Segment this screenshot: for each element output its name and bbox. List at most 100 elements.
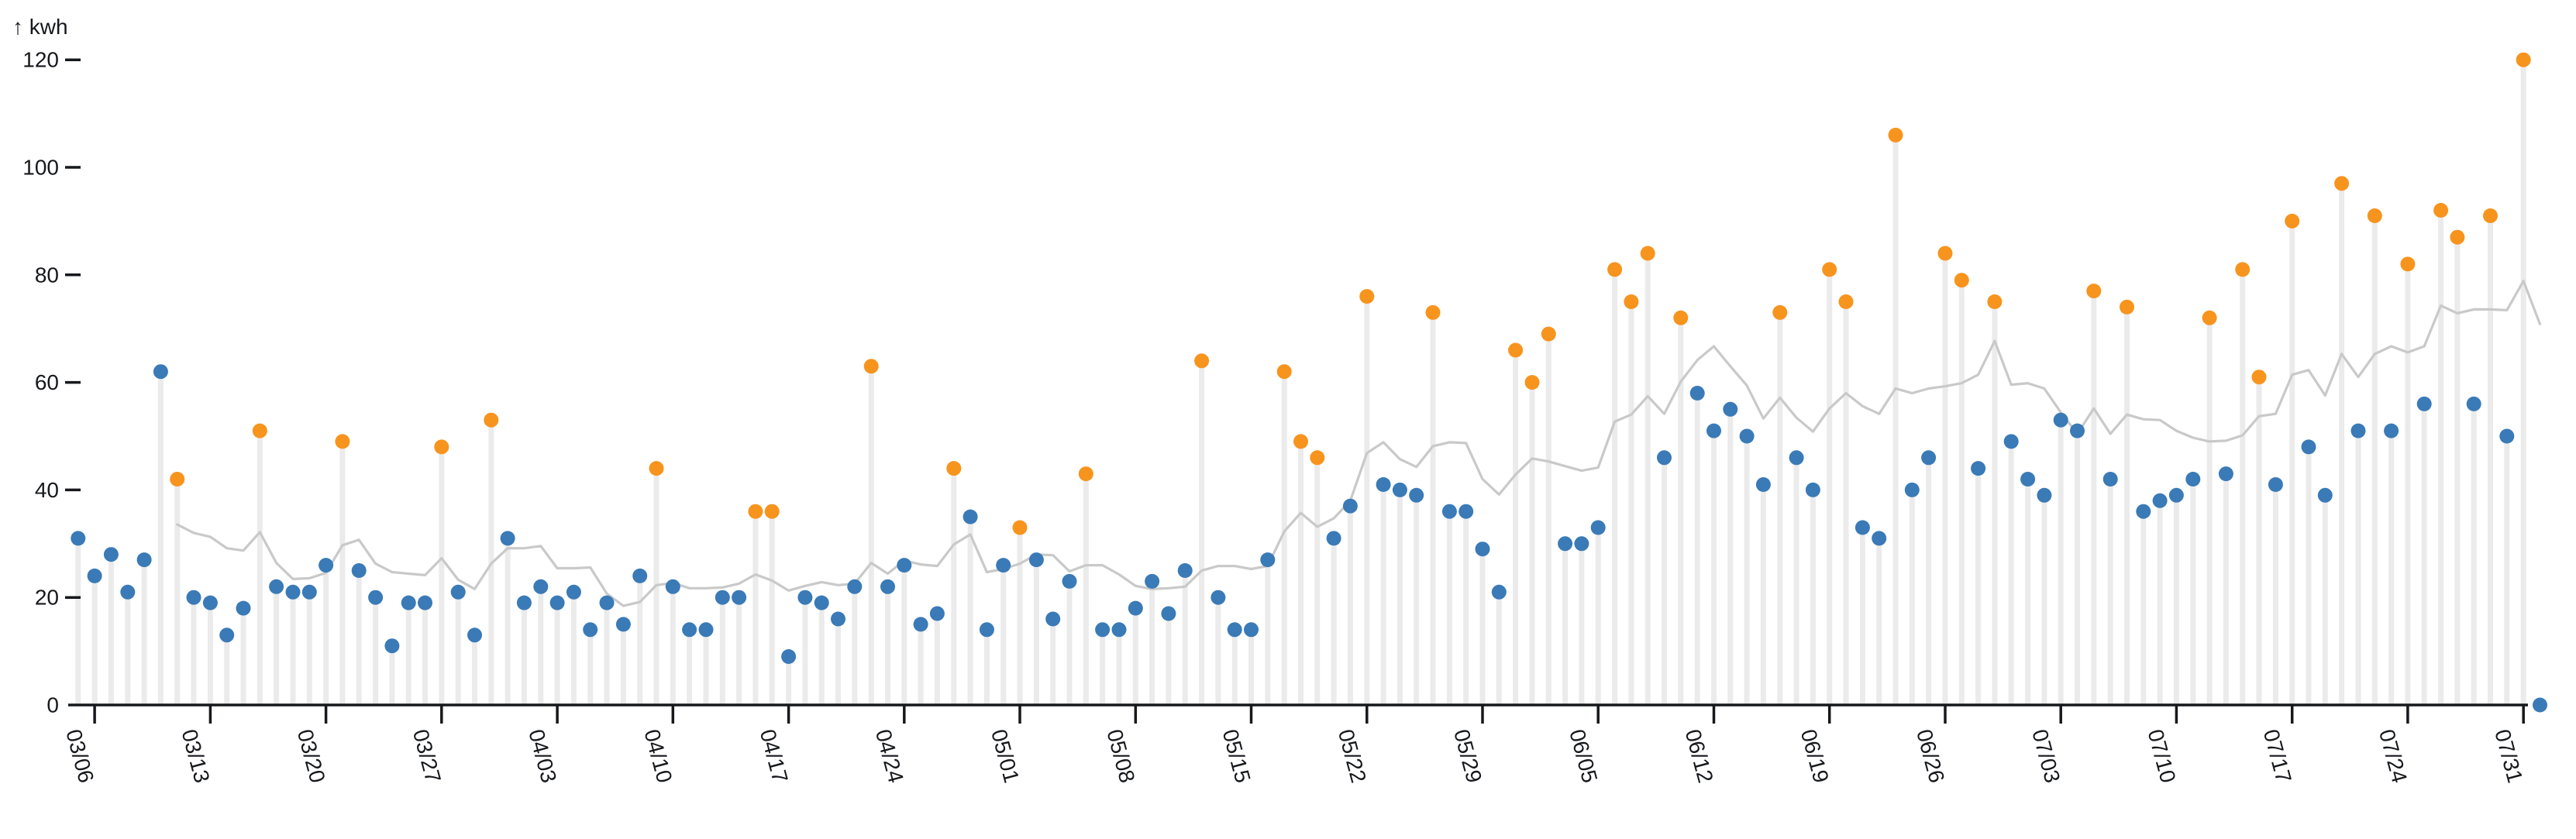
data-point-high[interactable] [649,461,664,476]
data-point-normal[interactable] [2416,396,2432,411]
data-point-normal[interactable] [1376,477,1391,492]
data-point-normal[interactable] [566,584,581,600]
data-point-normal[interactable] [549,595,565,610]
data-point-normal[interactable] [1475,542,1490,557]
data-point-normal[interactable] [599,595,615,610]
data-point-normal[interactable] [1689,386,1705,401]
data-point-high[interactable] [2235,262,2251,277]
data-point-normal[interactable] [1657,450,1672,466]
data-point-normal[interactable] [2053,412,2068,428]
data-point-normal[interactable] [418,595,432,610]
data-point-normal[interactable] [1244,622,1259,638]
data-point-normal[interactable] [1095,622,1111,638]
data-point-high[interactable] [484,412,499,428]
data-point-normal[interactable] [103,547,119,562]
data-point-normal[interactable] [996,558,1011,573]
data-point-normal[interactable] [1128,600,1143,616]
data-point-high[interactable] [2433,203,2449,218]
data-point-normal[interactable] [1342,498,1358,514]
data-point-normal[interactable] [2152,493,2168,508]
data-point-high[interactable] [1673,310,1689,325]
data-point-normal[interactable] [269,579,284,594]
data-point-normal[interactable] [831,611,845,627]
data-point-high[interactable] [1194,353,1210,369]
data-point-high[interactable] [1078,466,1093,482]
data-point-normal[interactable] [1211,590,1226,605]
data-point-normal[interactable] [1921,450,1937,466]
data-point-high[interactable] [1524,375,1540,390]
data-point-normal[interactable] [897,558,912,573]
data-point-normal[interactable] [1706,423,1721,438]
data-point-normal[interactable] [120,584,136,600]
data-point-normal[interactable] [1574,536,1589,552]
data-point-normal[interactable] [979,622,994,638]
data-point-high[interactable] [434,439,449,455]
data-point-high[interactable] [335,434,350,449]
data-point-normal[interactable] [2003,434,2019,449]
data-point-high[interactable] [1888,127,1903,143]
data-point-normal[interactable] [1028,552,1044,568]
data-point-high[interactable] [2086,284,2102,299]
data-point-normal[interactable] [715,590,730,605]
data-point-high[interactable] [764,504,780,519]
data-point-high[interactable] [1012,520,1028,535]
data-point-normal[interactable] [1755,477,1771,492]
data-point-high[interactable] [1838,294,1854,309]
data-point-normal[interactable] [1145,573,1160,589]
data-point-high[interactable] [1541,326,1556,342]
data-point-high[interactable] [748,504,763,519]
data-point-high[interactable] [1508,342,1524,358]
data-point-normal[interactable] [797,590,813,605]
data-point-normal[interactable] [1739,428,1755,444]
data-point-normal[interactable] [1409,487,1424,503]
data-point-normal[interactable] [1872,531,1887,546]
data-point-high[interactable] [1359,289,1375,304]
data-point-high[interactable] [1937,246,1953,261]
data-point-normal[interactable] [1971,461,1986,476]
data-point-high[interactable] [2251,370,2267,385]
data-point-high[interactable] [946,461,962,476]
data-point-high[interactable] [1772,304,1788,320]
data-point-normal[interactable] [285,584,301,600]
data-point-normal[interactable] [1326,531,1341,546]
data-point-normal[interactable] [583,622,598,638]
data-point-normal[interactable] [319,558,334,573]
data-point-normal[interactable] [450,584,466,600]
data-point-high[interactable] [1293,434,1308,449]
data-point-high[interactable] [2285,213,2300,229]
data-point-normal[interactable] [384,638,400,654]
data-point-high[interactable] [1822,262,1837,277]
data-point-normal[interactable] [368,590,384,605]
data-point-high[interactable] [1624,294,1639,309]
data-point-high[interactable] [1425,304,1441,320]
data-point-high[interactable] [1954,273,1969,288]
data-point-normal[interactable] [500,531,515,546]
data-point-normal[interactable] [71,531,86,546]
data-point-normal[interactable] [732,590,747,605]
data-point-high[interactable] [2450,229,2465,245]
data-point-normal[interactable] [1045,611,1061,627]
data-point-high[interactable] [863,359,879,374]
data-point-normal[interactable] [929,606,945,621]
data-point-normal[interactable] [1458,504,1474,519]
data-point-high[interactable] [2334,176,2350,191]
data-point-normal[interactable] [351,563,367,578]
data-point-normal[interactable] [1227,622,1242,638]
data-point-high[interactable] [2120,299,2134,315]
data-point-normal[interactable] [2037,487,2052,503]
data-point-high[interactable] [1640,246,1655,261]
data-point-normal[interactable] [2102,472,2118,487]
data-point-normal[interactable] [301,584,317,600]
data-point-high[interactable] [2400,256,2416,272]
data-point-normal[interactable] [1789,450,1804,466]
data-point-normal[interactable] [401,595,416,610]
data-point-normal[interactable] [698,622,714,638]
data-point-normal[interactable] [219,628,235,643]
data-point-normal[interactable] [1904,482,1920,497]
data-point-normal[interactable] [1491,584,1507,600]
data-point-normal[interactable] [87,568,102,583]
data-point-normal[interactable] [665,579,680,594]
data-point-normal[interactable] [533,579,549,594]
data-point-normal[interactable] [1161,606,1176,621]
data-point-normal[interactable] [2350,423,2366,438]
